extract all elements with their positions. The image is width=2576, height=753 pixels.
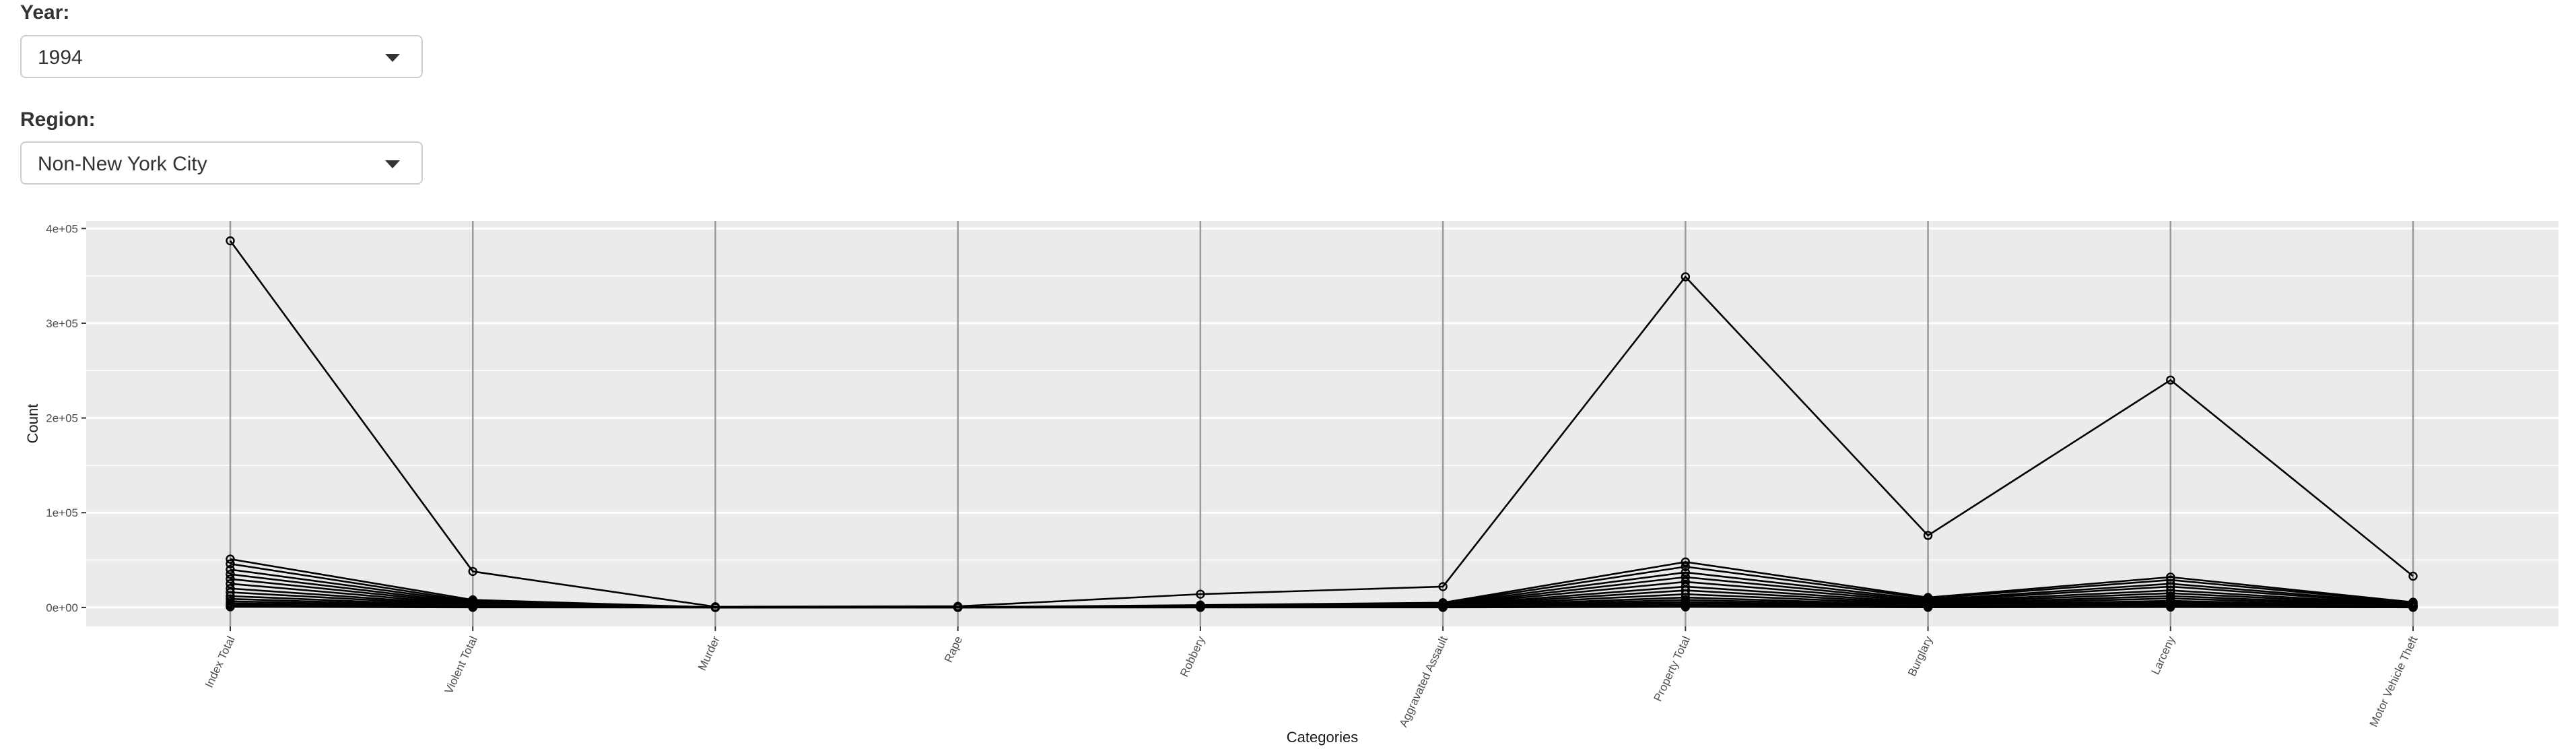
data-point [710,603,720,612]
data-point [1438,582,1448,591]
data-point [226,559,235,568]
y-tick-label: 0e+00 [46,601,78,614]
category-axis-lines [229,221,2414,626]
data-point [226,579,235,589]
data-point [1681,568,1691,577]
y-axis-ticks: 0e+00 1e+05 2e+05 3e+05 4e+05 [46,222,86,614]
data-point [1681,577,1691,587]
region-select-value: Non-New York City [38,153,207,175]
data-point [2166,375,2175,385]
plot-panel [86,221,2558,626]
data-point [468,566,477,577]
grid-lines [86,227,2558,609]
data-point [2408,603,2418,612]
data-point [1196,603,1205,612]
x-tick-label: Motor Vehicle Theft [2367,634,2420,729]
data-point [1923,531,1933,540]
data-point [468,603,477,612]
x-tick-label: Index Total [203,634,238,690]
x-axis-title: Categories [1287,729,1358,746]
x-axis-ticks: Index Total Violent Total Murder Rape Robber… [203,626,2420,729]
x-tick-label: Rape [942,634,965,665]
data-point [2166,602,2175,612]
year-select[interactable]: 1994 [20,35,423,78]
data-point [1681,572,1691,582]
data-point [1438,603,1448,612]
data-point [226,236,235,246]
year-label: Year: [20,1,70,24]
data-point [953,603,963,612]
data-point [1681,557,1691,567]
parallel-coordinates-chart: 0e+00 1e+05 2e+05 3e+05 4e+05 Index Total Vio… [24,221,2558,746]
chevron-down-icon [385,160,400,168]
data-point [226,574,235,584]
data-point [1923,603,1933,612]
x-tick-label: Murder [696,634,722,672]
data-point [1681,602,1691,612]
series-line [229,240,2414,608]
data-point [1681,562,1691,572]
region-label: Region: [20,108,96,131]
chevron-down-icon [385,54,400,62]
series-points [226,236,2418,612]
data-point [2408,571,2418,581]
y-axis-title: Count [24,404,41,444]
series-line [230,605,2414,609]
data-point [226,554,235,564]
data-point [226,564,235,575]
x-tick-label: Burglary [1905,634,1935,678]
data-point [1681,272,1691,282]
y-tick-label: 1e+05 [46,506,78,519]
x-tick-label: Violent Total [442,634,480,696]
data-point [1196,589,1205,599]
data-point [226,602,235,612]
x-tick-label: Aggravated Assault [1397,634,1450,729]
series-lines [229,240,2414,609]
y-tick-label: 4e+05 [46,222,78,235]
region-select[interactable]: Non-New York City [20,141,423,185]
y-tick-label: 2e+05 [46,412,78,425]
y-tick-label: 3e+05 [46,317,78,330]
year-select-value: 1994 [38,46,83,69]
x-tick-label: Larceny [2149,634,2178,676]
x-tick-label: Robbery [1178,634,1208,679]
data-point [226,569,235,579]
x-tick-label: Property Total [1652,634,1693,704]
